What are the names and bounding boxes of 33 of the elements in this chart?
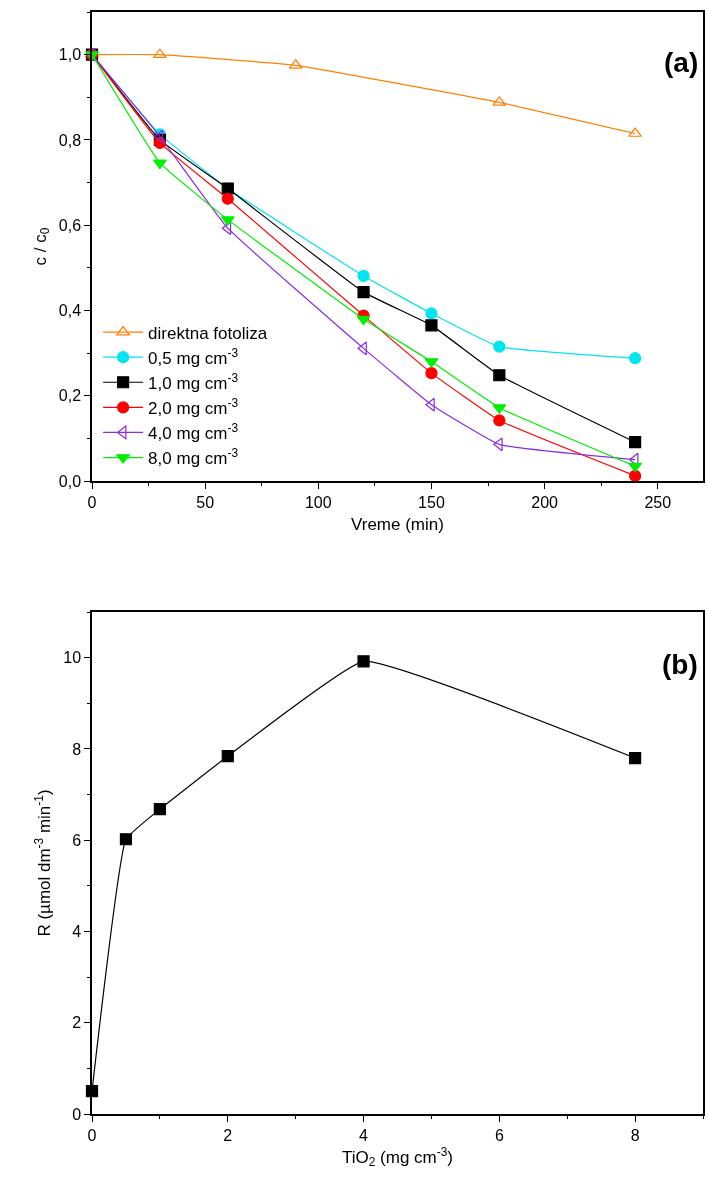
- y-tick-label: 0,2: [58, 387, 82, 405]
- y-tick-label: 0: [72, 1105, 82, 1123]
- legend-label: 8,0 mg cm$^{-3}$: [148, 446, 239, 469]
- y-tick-label: 0,0: [58, 472, 82, 490]
- y-tick-label: 0,6: [58, 216, 82, 234]
- x-axis-title: TiO$_{2}$ (mg cm$^{-3}$): [341, 1144, 454, 1170]
- y-tick-label: 2: [72, 1014, 82, 1032]
- x-axis-title: Vreme (min): [351, 514, 444, 534]
- y-tick-label: 0,8: [58, 131, 82, 149]
- y-tick-label: 0,4: [58, 302, 82, 320]
- x-tick-label: 2: [223, 1126, 233, 1144]
- x-tick-label: 100: [304, 493, 332, 511]
- legend-label: 1,0 mg cm$^{-3}$: [148, 370, 239, 393]
- x-tick-label: 50: [196, 493, 215, 511]
- y-tick-label: 10: [63, 649, 82, 667]
- x-tick-label: 4: [359, 1126, 369, 1144]
- legend-label: 4,0 mg cm$^{-3}$: [148, 420, 239, 444]
- x-tick-label: 0: [87, 493, 97, 511]
- x-tick-label: 150: [418, 493, 445, 511]
- y-tick-label: 8: [72, 740, 82, 758]
- y-tick-label: 1,0: [58, 46, 82, 64]
- annotation: (a): [664, 47, 699, 78]
- x-tick-label: 250: [644, 493, 672, 511]
- x-tick-label: 6: [494, 1126, 504, 1144]
- legend-label: 0,5 mg cm$^{-3}$: [148, 345, 239, 368]
- legend-label: 2,0 mg cm$^{-3}$: [148, 395, 239, 418]
- y-tick-label: 4: [72, 923, 82, 941]
- x-tick-label: 200: [531, 493, 559, 511]
- annotation: (b): [662, 649, 698, 680]
- x-tick-label: 8: [630, 1126, 640, 1144]
- x-tick-label: 0: [87, 1126, 97, 1144]
- y-tick-label: 6: [72, 831, 82, 849]
- legend-label: direktna fotoliza: [148, 323, 268, 343]
